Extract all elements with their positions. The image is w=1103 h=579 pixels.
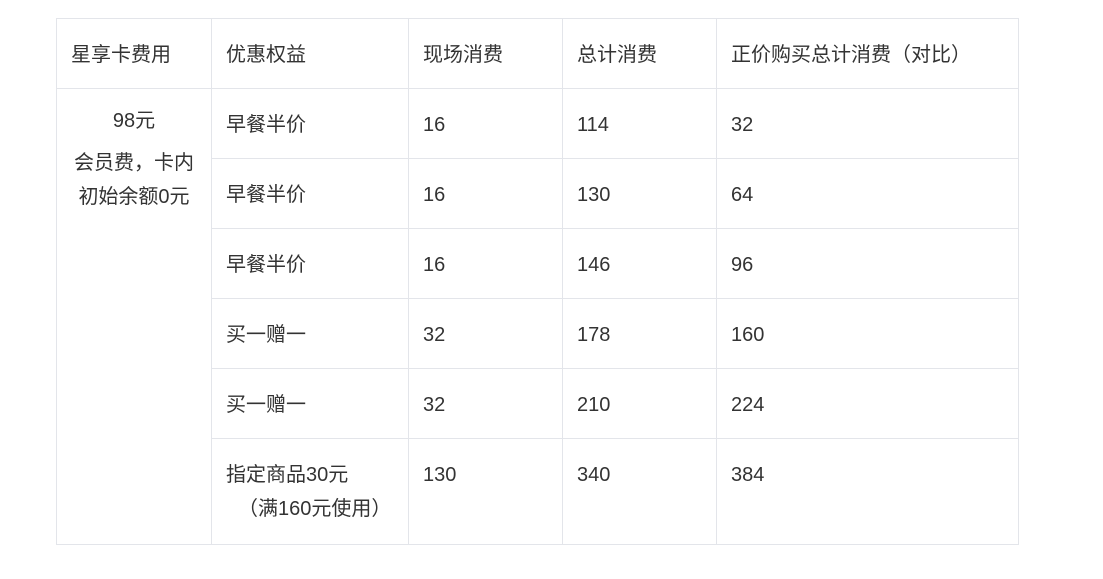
- table-row: 指定商品30元 （满160元使用） 130 340 384: [57, 438, 1019, 545]
- header-cell: 星享卡费用: [56, 18, 212, 89]
- total-cell: 178: [562, 298, 717, 369]
- header-row: 星享卡费用 优惠权益 现场消费 总计消费 正价购买总计消费（对比）: [56, 18, 1019, 89]
- table-row: 买一赠一 32 178 160: [57, 298, 1019, 369]
- fee-description: 会员费，卡内初始余额0元: [74, 152, 194, 208]
- onsite-cell: 16: [408, 88, 563, 159]
- table-row: 早餐半价 16 130 64: [57, 158, 1019, 229]
- total-cell: 210: [562, 368, 717, 439]
- benefit-cell: 早餐半价: [211, 158, 409, 229]
- benefit-label: 指定商品30元: [226, 464, 349, 486]
- total-cell: 130: [562, 158, 717, 229]
- onsite-cell: 16: [408, 228, 563, 299]
- total-cell: 340: [562, 438, 717, 545]
- benefit-cell: 早餐半价: [211, 228, 409, 299]
- benefit-cell: 买一赠一: [211, 298, 409, 369]
- full-price-cell: 32: [716, 88, 1019, 159]
- onsite-cell: 32: [408, 368, 563, 439]
- total-cell: 114: [562, 88, 717, 159]
- full-price-cell: 224: [716, 368, 1019, 439]
- onsite-cell: 16: [408, 158, 563, 229]
- full-price-cell: 160: [716, 298, 1019, 369]
- benefit-cell: 早餐半价: [211, 88, 409, 159]
- table-row: 98元 会员费，卡内初始余额0元 早餐半价 16 114 32: [56, 88, 1019, 545]
- benefit-cell: 指定商品30元 （满160元使用）: [211, 438, 409, 545]
- header-cell: 优惠权益: [211, 18, 409, 89]
- table-row: 早餐半价 16 146 96: [57, 228, 1019, 299]
- comparison-table: 星享卡费用 优惠权益 现场消费 总计消费 正价购买总计消费（对比） 98元 会员…: [56, 18, 1019, 545]
- benefit-note: （满160元使用）: [238, 498, 392, 520]
- header-cell: 总计消费: [562, 18, 717, 89]
- header-cell: 现场消费: [408, 18, 563, 89]
- full-price-cell: 64: [716, 158, 1019, 229]
- fee-cell: 98元 会员费，卡内初始余额0元: [56, 88, 212, 545]
- benefit-cell: 买一赠一: [211, 368, 409, 439]
- table-row: 买一赠一 32 210 224: [57, 368, 1019, 439]
- full-price-cell: 384: [716, 438, 1019, 545]
- total-cell: 146: [562, 228, 717, 299]
- fee-price: 98元: [112, 110, 156, 132]
- header-cell: 正价购买总计消费（对比）: [716, 18, 1019, 89]
- onsite-cell: 32: [408, 298, 563, 369]
- full-price-cell: 96: [716, 228, 1019, 299]
- onsite-cell: 130: [408, 438, 563, 545]
